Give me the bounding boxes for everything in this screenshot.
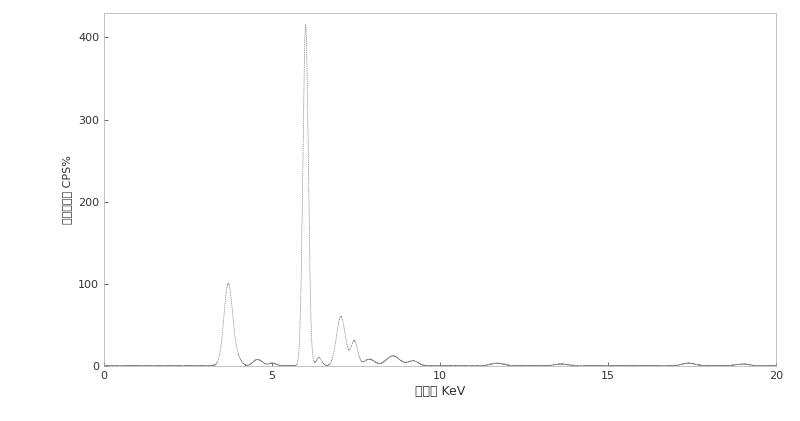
X-axis label: 能量値 KeV: 能量値 KeV xyxy=(415,385,465,398)
Y-axis label: 每秒计数率 CPS%: 每秒计数率 CPS% xyxy=(62,155,73,224)
